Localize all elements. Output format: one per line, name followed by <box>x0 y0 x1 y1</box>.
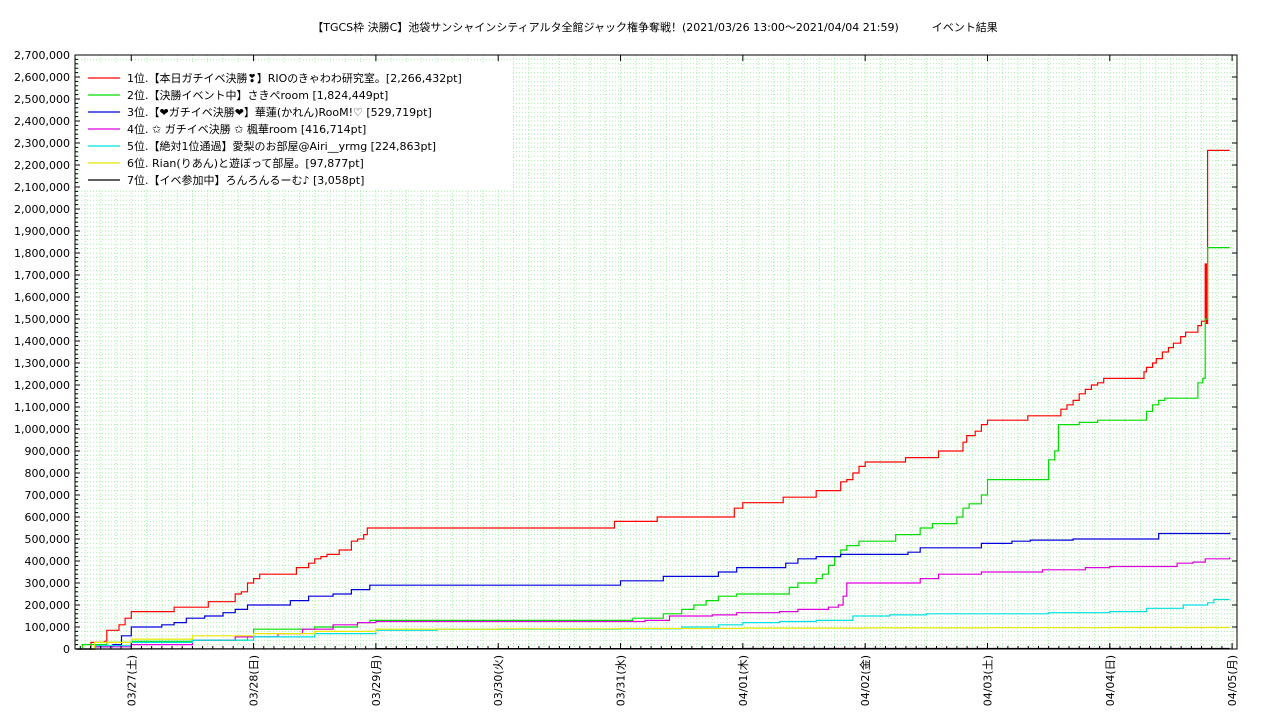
x-tick-label: 04/02(金) <box>858 655 872 706</box>
legend-entry: 7位.【イベ参加中】ろんろんるーむ♪ [3,058pt] <box>127 173 364 187</box>
legend-entry: 6位. Rian(りあん)と遊ぼって部屋。[97,877pt] <box>127 156 364 170</box>
x-tick-label: 03/29(月) <box>370 655 383 706</box>
x-tick-label: 04/05(月) <box>1226 655 1239 706</box>
y-tick-label: 1,700,000 <box>14 269 70 282</box>
legend-entry: 1位.【本日ガチイベ決勝❣】RIOのきゃわわ研究室。[2,266,432pt] <box>127 71 462 85</box>
x-tick-label: 04/01(木) <box>737 655 750 706</box>
x-tick-label: 03/30(火) <box>492 655 505 706</box>
y-tick-label: 1,500,000 <box>14 313 70 326</box>
x-tick-label: 03/27(土) <box>125 655 138 706</box>
y-tick-label: 1,800,000 <box>14 247 70 260</box>
axis-ticks: 0 100,000 200,000 300,000 400,000 500,000 600,… <box>14 49 1239 706</box>
y-tick-label: 600,000 <box>25 511 71 524</box>
y-tick-label: 1,100,000 <box>14 401 70 414</box>
legend-entry: 2位.【決勝イベント中】さきぺroom [1,824,449pt] <box>127 88 388 102</box>
y-tick-label: 2,000,000 <box>14 203 70 216</box>
y-tick-label: 2,100,000 <box>14 181 70 194</box>
y-tick-label: 1,900,000 <box>14 225 70 238</box>
chart-title: 【TGCS枠 決勝C】池袋サンシャインシティアルタ全館ジャック権争奪戦！(202… <box>312 20 998 34</box>
y-tick-label: 100,000 <box>25 621 71 634</box>
legend-entry: 5位.【絶対1位通過】愛梨のお部屋@Airi__yrmg [224,863pt] <box>127 139 436 153</box>
y-tick-label: 400,000 <box>25 555 71 568</box>
series-line-5 <box>76 598 1230 650</box>
y-tick-label: 2,300,000 <box>14 137 70 150</box>
x-tick-label: 03/31(水) <box>615 655 628 706</box>
y-tick-label: 1,000,000 <box>14 423 70 436</box>
legend-entry: 3位.【❤ガチイベ決勝❤】華蓮(かれん)RooM!♡ [529,719pt] <box>127 105 432 119</box>
y-tick-label: 200,000 <box>25 599 71 612</box>
y-tick-label: 1,400,000 <box>14 335 70 348</box>
series-line-6 <box>76 626 1230 650</box>
y-tick-label: 1,300,000 <box>14 357 70 370</box>
y-tick-label: 2,600,000 <box>14 71 70 84</box>
y-tick-label: 300,000 <box>25 577 71 590</box>
y-tick-label: 900,000 <box>25 445 71 458</box>
legend-entry: 4位. ✩ ガチイベ決勝 ✩ 楓華room [416,714pt] <box>127 122 366 136</box>
y-tick-label: 1,600,000 <box>14 291 70 304</box>
y-tick-label: 2,400,000 <box>14 115 70 128</box>
plot-frame <box>74 54 1238 650</box>
y-tick-label: 2,700,000 <box>14 49 70 62</box>
y-tick-label: 500,000 <box>25 533 71 546</box>
x-tick-label: 04/04(日) <box>1104 655 1117 706</box>
series-line-3 <box>76 532 1231 650</box>
x-tick-label: 04/03(土) <box>981 655 994 706</box>
y-tick-label: 2,200,000 <box>14 159 70 172</box>
y-tick-label: 800,000 <box>25 467 71 480</box>
legend: 1位.【本日ガチイベ決勝❣】RIOのきゃわわ研究室。[2,266,432pt] 2… <box>80 62 512 190</box>
x-tick-label: 03/28(日) <box>248 655 261 706</box>
y-tick-label: 700,000 <box>25 489 71 502</box>
y-tick-label: 0 <box>63 643 70 656</box>
series-line-1 <box>76 149 1230 650</box>
legend-box <box>80 62 512 190</box>
y-tick-label: 1,200,000 <box>14 379 70 392</box>
series-line-2 <box>76 247 1230 650</box>
y-tick-label: 2,500,000 <box>14 93 70 106</box>
